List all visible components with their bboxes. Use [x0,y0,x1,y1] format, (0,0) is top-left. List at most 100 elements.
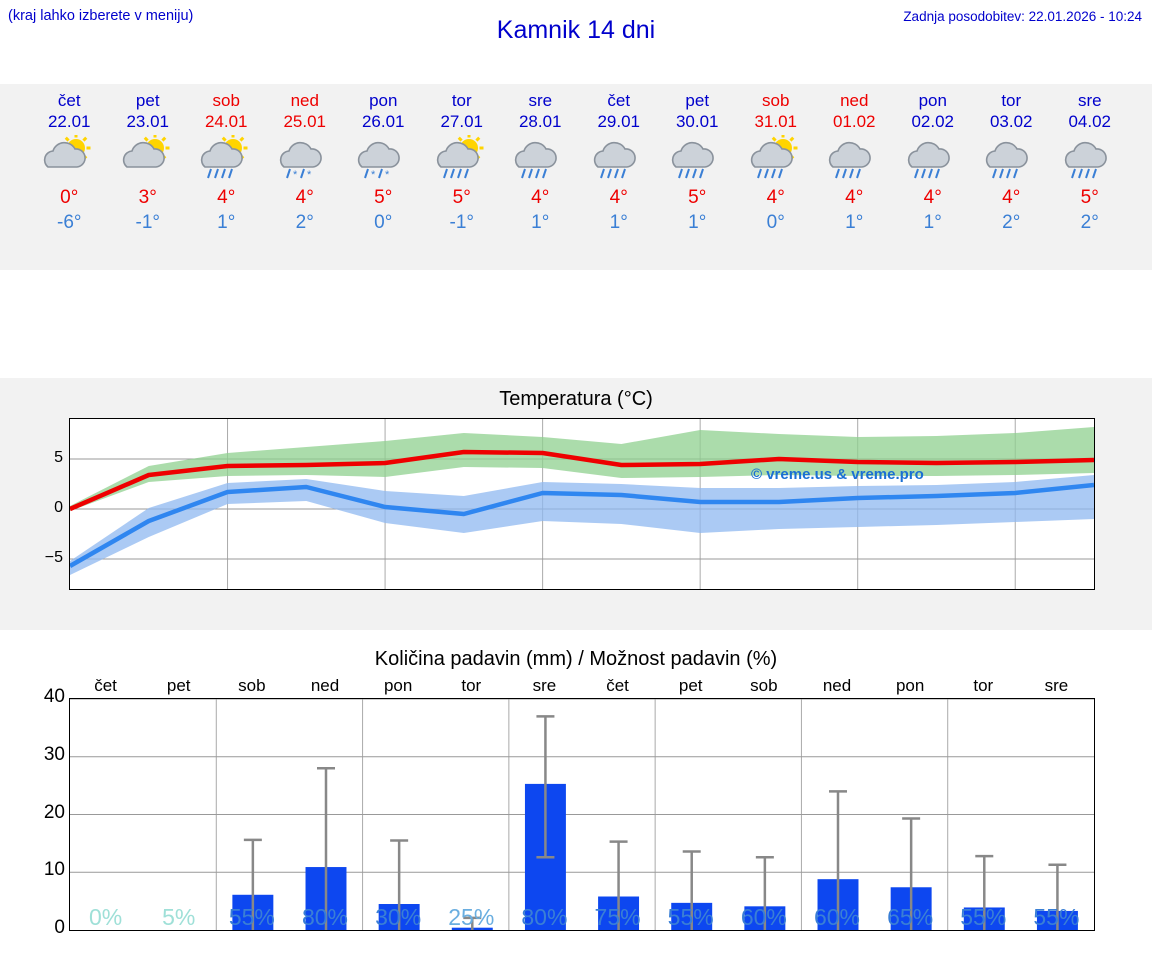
temperature-chart-title: Temperatura (°C) [499,388,653,410]
day-of-week: tor [1001,91,1022,110]
forecast-day-cell[interactable]: pet 30.01 5° 1° [658,84,737,270]
day-of-week: sob [212,91,240,110]
forecast-day-cell[interactable]: ned 25.01 * * 4° 2° [266,84,345,270]
forecast-day-cell[interactable]: sob 24.01 4° 1° [187,84,266,270]
day-of-week: sre [528,91,553,110]
forecast-day-cell[interactable]: sre 04.02 5° 2° [1051,84,1130,270]
forecast-day-cell[interactable]: tor 27.01 5° -1° [423,84,502,270]
precipitation-y-tick: 20 [43,801,65,823]
temp-max: 4° [1002,187,1021,208]
temp-min: 1° [845,212,864,233]
day-date: 27.01 [440,112,484,131]
precipitation-day-label: sob [750,676,778,695]
day-date: 04.02 [1068,112,1112,131]
cloud-sleet-icon: * * [348,135,418,183]
day-of-week: pet [135,91,160,110]
temp-max: 3° [138,187,157,208]
day-date: 24.01 [204,112,248,131]
day-date: 28.01 [518,112,562,131]
day-date: 31.01 [754,112,798,131]
temp-min: 1° [688,212,707,233]
sun-cloud-icon [34,135,104,183]
day-date: 03.02 [989,112,1033,131]
day-of-week: čet [57,91,81,110]
svg-text:*: * [385,169,390,181]
temp-min: 1° [531,212,550,233]
forecast-day-cell[interactable]: čet 22.01 0° -6° [30,84,109,270]
cloud-rain-icon [976,135,1046,183]
day-date: 23.01 [126,112,170,131]
cloud-rain-icon [898,135,968,183]
day-of-week: pon [369,91,398,110]
cloud-rain-icon [1055,135,1125,183]
forecast-day-cell[interactable]: pon 02.02 4° 1° [894,84,973,270]
day-of-week: tor [451,91,472,110]
sun-cloud-rain-icon [741,135,811,183]
page-header: (kraj lahko izberete v meniju) Kamnik 14… [0,0,1152,62]
precipitation-probability: 80% [301,904,349,930]
forecast-day-cell[interactable]: ned 01.02 4° 1° [815,84,894,270]
precipitation-day-label: sob [238,676,266,695]
temp-min: 1° [609,212,628,233]
precipitation-day-label: tor [461,676,482,695]
precipitation-chart-section: Količina padavin (mm) / Možnost padavin … [0,638,1152,975]
forecast-day-cell[interactable]: pon 26.01 * * 5° 0° [344,84,423,270]
precipitation-probability: 80% [521,904,568,930]
forecast-day-cell[interactable]: sob 31.01 4° 0° [737,84,816,270]
precipitation-y-tick: 30 [43,743,65,765]
precipitation-plot [69,698,1095,931]
precipitation-day-label: tor [973,676,994,695]
copyright-label: © vreme.us & vreme.pro [751,466,924,483]
page-title: Kamnik 14 dni [496,16,656,44]
precipitation-day-label: sre [1044,676,1069,695]
precipitation-y-tick: 0 [54,917,65,938]
temperature-y-tick: 5 [54,449,63,466]
day-date: 30.01 [675,112,719,131]
sun-cloud-rain-icon [427,135,497,183]
day-of-week: čet [607,91,631,110]
temp-min: 2° [295,212,314,233]
temp-min: 0° [374,212,393,233]
temperature-y-tick: −5 [44,549,63,566]
precipitation-day-label: čet [94,676,117,695]
last-updated: Zadnja posodobitev: 22.01.2026 - 10:24 [903,9,1142,24]
temperature-chart-section: Temperatura (°C) −5 0 5 [0,378,1152,630]
precipitation-day-label: pon [895,676,925,695]
temperature-y-tick: 0 [54,499,63,516]
forecast-day-cell[interactable]: tor 03.02 4° 2° [972,84,1051,270]
precipitation-probability: 55% [667,904,714,930]
day-date: 26.01 [361,112,405,131]
temp-max: 4° [766,187,785,208]
precipitation-y-tick: 40 [43,686,65,707]
precipitation-y-tick: 10 [43,859,65,881]
precipitation-probability: 55% [1033,904,1080,930]
precipitation-probability: 60% [740,904,787,930]
precipitation-probability: 55% [960,904,1007,930]
cloud-rain-icon [505,135,575,183]
precipitation-day-label: pet [166,676,191,695]
forecast-day-strip: čet 22.01 0° -6° pet 23.01 3° -1° sob 24.01 4° 1° ne… [0,84,1152,270]
temp-max: 5° [374,187,393,208]
temp-min: -1° [135,212,161,233]
temp-min: 2° [1002,212,1021,233]
day-date: 22.01 [47,112,91,131]
precipitation-probability: 5% [162,904,196,930]
forecast-day-cell[interactable]: sre 28.01 4° 1° [501,84,580,270]
precipitation-probability: 65% [887,904,934,930]
svg-text:*: * [371,169,376,181]
temp-max: 0° [60,187,79,208]
precipitation-probability: 55% [228,904,275,930]
forecast-day-cell[interactable]: čet 29.01 4° 1° [580,84,659,270]
day-of-week: sob [762,91,790,110]
forecast-day-cell[interactable]: pet 23.01 3° -1° [109,84,188,270]
temp-min: 1° [923,212,942,233]
location-menu-note: (kraj lahko izberete v meniju) [8,8,194,24]
cloud-rain-icon [584,135,654,183]
precipitation-probability: 0% [88,904,123,930]
precipitation-day-label: čet [606,676,629,695]
temp-max: 4° [845,187,864,208]
day-of-week: pet [685,91,710,110]
day-date: 01.02 [832,112,876,131]
temp-min: -6° [57,212,82,233]
day-of-week: pon [918,91,947,110]
